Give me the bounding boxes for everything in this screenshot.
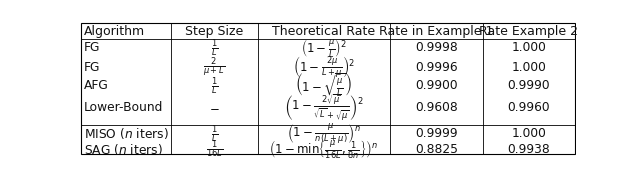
Text: 0.9900: 0.9900	[415, 79, 458, 92]
Text: $\left(1 - \frac{\mu}{L}\right)^{2}$: $\left(1 - \frac{\mu}{L}\right)^{2}$	[301, 37, 347, 59]
Text: 0.9608: 0.9608	[415, 102, 458, 114]
Text: Rate in Example 1: Rate in Example 1	[380, 25, 494, 38]
Text: FG: FG	[84, 61, 100, 74]
Text: SAG ($n$ iters): SAG ($n$ iters)	[84, 142, 163, 157]
Text: $\frac{1}{L}$: $\frac{1}{L}$	[211, 75, 218, 97]
Text: 0.9960: 0.9960	[508, 102, 550, 114]
Text: FG: FG	[84, 41, 100, 54]
Text: $\frac{1}{L}$: $\frac{1}{L}$	[211, 123, 218, 145]
Text: 0.9998: 0.9998	[415, 41, 458, 54]
Text: $\left(1 - \frac{2\sqrt{\mu}}{\sqrt{L}+\sqrt{\mu}}\right)^{2}$: $\left(1 - \frac{2\sqrt{\mu}}{\sqrt{L}+\…	[284, 93, 364, 123]
Text: Algorithm: Algorithm	[84, 25, 145, 38]
Text: $\left(1 - \frac{2\mu}{L+\mu}\right)^{2}$: $\left(1 - \frac{2\mu}{L+\mu}\right)^{2}…	[292, 54, 355, 80]
Text: 1.000: 1.000	[511, 127, 547, 140]
Text: 1.000: 1.000	[511, 41, 547, 54]
Text: AFG: AFG	[84, 79, 109, 92]
Text: MISO ($n$ iters): MISO ($n$ iters)	[84, 126, 169, 141]
Text: 1.000: 1.000	[511, 61, 547, 74]
Text: $\left(1 - \sqrt{\frac{\mu}{L}}\right)$: $\left(1 - \sqrt{\frac{\mu}{L}}\right)$	[295, 72, 353, 99]
Text: $-$: $-$	[209, 102, 220, 114]
Text: $\left(1 - \min\left\{\frac{\mu}{16L}, \frac{1}{8n}\right\}\right)^{n}$: $\left(1 - \min\left\{\frac{\mu}{16L}, \…	[269, 138, 378, 160]
Text: Step Size: Step Size	[185, 25, 243, 38]
Text: Lower-Bound: Lower-Bound	[84, 102, 163, 114]
Text: $\frac{1}{16L}$: $\frac{1}{16L}$	[205, 138, 223, 160]
Text: Theoretical Rate: Theoretical Rate	[272, 25, 375, 38]
Text: $\frac{1}{L}$: $\frac{1}{L}$	[211, 37, 218, 59]
Text: $\frac{2}{\mu+L}$: $\frac{2}{\mu+L}$	[203, 55, 225, 79]
Text: 0.9999: 0.9999	[415, 127, 458, 140]
Text: 0.9938: 0.9938	[508, 143, 550, 156]
Text: 0.9996: 0.9996	[415, 61, 458, 74]
Text: 0.8825: 0.8825	[415, 143, 458, 156]
Text: $\left(1 - \frac{\mu}{n(L+\mu)}\right)^{n}$: $\left(1 - \frac{\mu}{n(L+\mu)}\right)^{…	[287, 122, 361, 146]
Text: Rate Example 2: Rate Example 2	[479, 25, 579, 38]
Text: 0.9990: 0.9990	[508, 79, 550, 92]
